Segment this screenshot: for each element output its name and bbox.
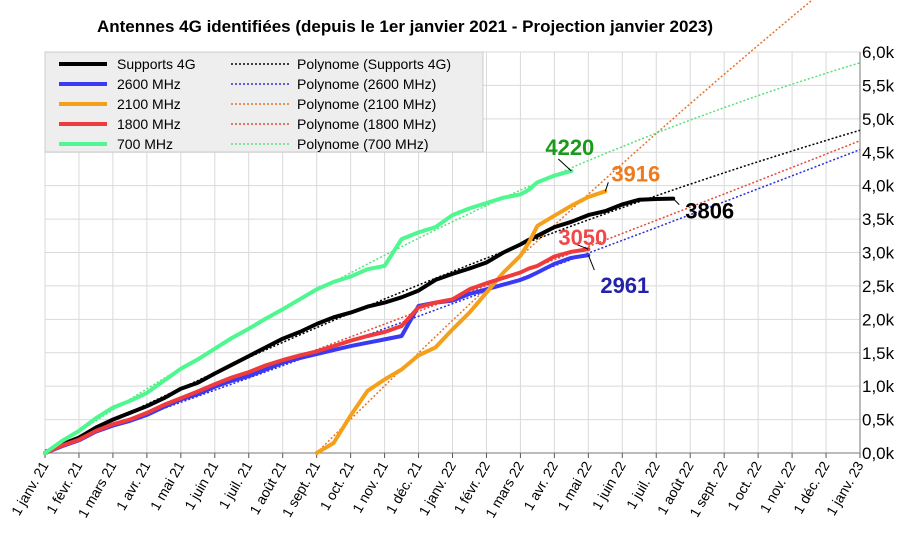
end-label-leader xyxy=(587,254,595,271)
y-tick-label: 1,0k xyxy=(862,377,895,396)
legend-trend-label: Polynome (1800 MHz) xyxy=(297,116,436,132)
legend-box xyxy=(44,51,484,153)
y-tick-label: 5,5k xyxy=(862,76,895,95)
y-tick-label: 4,5k xyxy=(862,143,895,162)
legend-label: 2600 MHz xyxy=(117,76,181,92)
end-label: 3916 xyxy=(611,161,660,186)
y-tick-label: 0,0k xyxy=(862,444,895,463)
series-line xyxy=(314,189,608,455)
legend-trend-label: Polynome (2100 MHz) xyxy=(297,96,436,112)
end-label: 3806 xyxy=(685,199,734,224)
legend-label: 700 MHz xyxy=(117,136,173,152)
legend: Supports 4G Polynome (Supports 4G) 2600 MH… xyxy=(44,51,484,153)
end-label: 3050 xyxy=(558,225,607,250)
end-label-layer: 3806 2961 3916 3050 4220 xyxy=(545,135,734,298)
y-tick-label: 5,0k xyxy=(862,110,895,129)
series-line xyxy=(43,247,591,455)
y-tick-label: 3,5k xyxy=(862,210,895,229)
y-tick-label: 0,5k xyxy=(862,411,895,430)
y-tick-label: 1,5k xyxy=(862,344,895,363)
end-label-leader xyxy=(558,158,572,172)
legend-trend-label: Polynome (700 MHz) xyxy=(297,136,429,152)
trendline xyxy=(44,148,861,452)
y-tick-label: 4,0k xyxy=(862,177,895,196)
y-tick-label: 2,0k xyxy=(862,310,895,329)
end-label: 2961 xyxy=(600,273,649,298)
legend-label: 2100 MHz xyxy=(117,96,181,112)
series-line xyxy=(43,169,574,455)
y-tick-label: 6,0k xyxy=(862,43,895,62)
chart-title: Antennes 4G identifiées (depuis le 1er j… xyxy=(97,17,713,36)
legend-label: 1800 MHz xyxy=(117,116,181,132)
end-label-leader xyxy=(604,182,609,192)
legend-trend-label: Polynome (2600 MHz) xyxy=(297,76,436,92)
legend-label: Supports 4G xyxy=(117,56,196,72)
y-tick-label: 2,5k xyxy=(862,277,895,296)
end-label-leader xyxy=(672,198,680,205)
series-line xyxy=(43,196,676,455)
series-layer xyxy=(43,169,676,455)
y-tick-label: 3,0k xyxy=(862,244,895,263)
end-label: 4220 xyxy=(545,135,594,160)
end-label-leader xyxy=(573,242,589,250)
legend-trend-label: Polynome (Supports 4G) xyxy=(297,56,451,72)
